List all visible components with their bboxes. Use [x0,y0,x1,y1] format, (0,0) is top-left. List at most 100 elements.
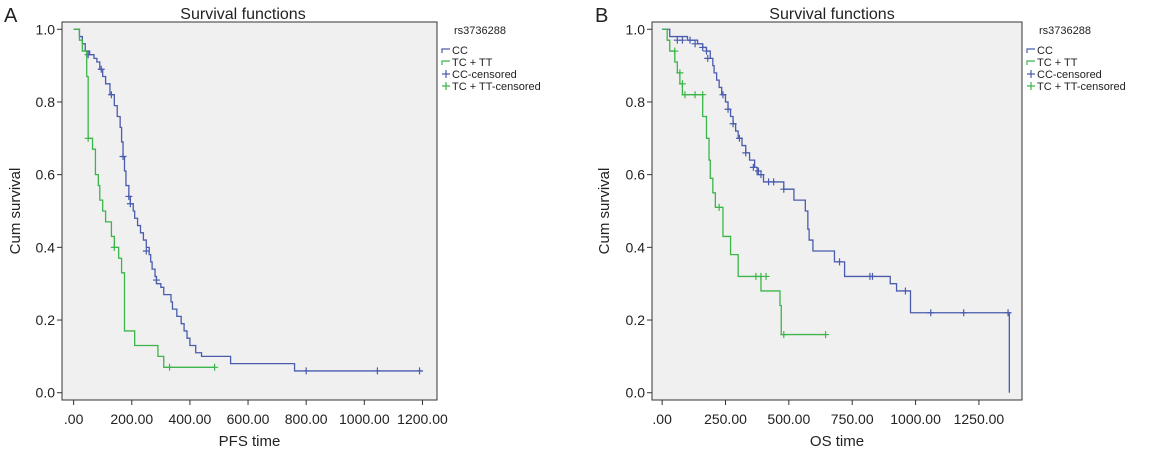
panel-b-y-tick-label: 0.6 [626,167,646,183]
panel-a-y-tick-label: 1.0 [36,21,56,37]
panel-b-legend-entry: CC [1037,45,1053,57]
panel-b-series-cc-censor-mark [691,40,699,48]
panel-b-x-tick-label: 1250.00 [954,411,1005,427]
panel-b-y-tick-label: 0.4 [626,239,646,255]
panel-a-series-cc-censor-mark [126,200,134,208]
panel-a-y-tick-label: 0.4 [36,239,56,255]
panel-b-series-tc-tt-censor-mark [762,272,770,280]
panel-a-legend-entry: CC-censored [452,69,517,81]
panel-b-series-cc-censor-mark [868,272,876,280]
panel-b-series-cc-censor-mark [719,91,727,99]
panel-a-series-tc-tt-censor-mark [110,243,118,251]
panel-a-series-cc-censor-mark [125,192,133,200]
panel-b-legend-swatch [1026,48,1035,53]
panel-b-series-tc-tt-censor-mark [671,47,679,55]
panel-a-y-tick-label: 0.6 [36,167,56,183]
panel-b-legend-swatch [1026,60,1035,65]
panel-a-legend-entry: TC + TT-censored [452,81,541,93]
panel-a-letter: A [4,5,18,27]
panel-a-x-tick-label: 800.00 [285,411,328,427]
panel-b-series-tc-tt-censor-mark [822,331,830,339]
panel-a-series-cc-censor-mark [119,152,127,160]
panel-b-x-tick-label: .00 [652,411,672,427]
panel-a-legend-entry: CC [452,45,468,57]
panel-a-y-tick-label: 0.8 [36,94,56,110]
panel-b-series-tc-tt-censor-mark [678,80,686,88]
panel-b-series-cc-censor-mark [742,149,750,157]
panel-a-x-tick-label: 1200.00 [397,411,448,427]
panel-a-x-axis-label: PFS time [219,433,281,450]
panel-b-series-cc-censor-mark [901,287,909,295]
panel-b-y-axis-label: Cum survival [596,168,613,255]
panel-a-series-cc-censor-mark [142,247,150,255]
panel-b-series-tc-tt-censor-mark [715,203,723,211]
panel-b-y-tick-label: 0.8 [626,94,646,110]
panel-b-x-tick-label: 500.00 [767,411,810,427]
panel-a-legend-title: rs3736288 [454,25,506,37]
panel-a-plot-area [61,21,438,401]
panel-a-y-axis-label: Cum survival [7,168,24,255]
panel-b-legend-entry: TC + TT [1037,57,1078,69]
panel-b-series-cc-censor-mark [960,309,968,317]
panel-b-legend-swatch [1027,70,1035,78]
panel-a-series-cc-censor-mark [416,367,424,375]
panel-b-y-tick-label: 0.0 [626,385,646,401]
panel-b-legend-swatch [1027,82,1035,90]
panel-b-series-cc-censor-mark [780,185,788,193]
panel-b-series-cc-censor-mark [754,167,762,175]
panel-b-series-cc-censor-mark [1004,309,1012,317]
panel-b-legend-entry: TC + TT-censored [1037,81,1126,93]
panel-a-series-tc-tt-censor-mark [84,134,92,142]
panel-a-legend-swatch [441,48,450,53]
panel-b-series-cc-censor-mark [729,120,737,128]
panel-b-title: Survival functions [769,6,894,23]
panel-a-legend-entry: TC + TT [452,57,493,69]
panel-b-series-cc-censor-mark [735,134,743,142]
panel-a-x-tick-label: 200.00 [110,411,153,427]
panel-a-legend-swatch [441,60,450,65]
panel-b-series-cc-censor-mark [724,105,732,113]
panel-a-series-cc-censor-mark [84,51,92,59]
panel-b-y-tick-label: 1.0 [626,21,646,37]
panel-a-x-tick-label: 600.00 [227,411,270,427]
panel-b-series-cc-censor-mark [686,36,694,44]
panel-b-series-cc-censor-mark [699,43,707,51]
panel-a-title: Survival functions [180,6,305,23]
panel-b-series-cc-censor-mark [678,36,686,44]
panel-b-series-cc-censor-mark [757,171,765,179]
panel-b-series-cc-censor-mark [704,54,712,62]
panel-b-plot-area [651,21,1023,401]
panel-b-series-cc-censor-mark [749,163,757,171]
panel-b-series-cc-censor-mark [927,309,935,317]
panel-a-series-tc-tt-censor-mark [166,363,174,371]
panel-a-series-cc-censor-mark [152,276,160,284]
panel-b-series-tc-tt-censor-mark [691,91,699,99]
panel-b-series-cc-censor-mark [702,47,710,55]
panel-a-series-cc-censor-mark [107,91,115,99]
panel-a-legend-swatch [442,82,450,90]
panel-a-x-tick-label: 400.00 [168,411,211,427]
panel-a-series-tc-tt-line [73,28,215,368]
panel-b-series-tc-tt-censor-mark [681,91,689,99]
panel-a-series-cc-censor-mark [373,367,381,375]
panel-b-series-tc-tt-censor-mark [699,91,707,99]
panel-a-series-cc-censor-mark [302,367,310,375]
panel-a-y-tick-label: 0.2 [36,312,56,328]
panel-a-x-tick-label: .00 [64,411,84,427]
panel-a-legend-swatch [442,70,450,78]
panel-b-series-cc-censor-mark [836,258,844,266]
panel-b-series-tc-tt-censor-mark [676,69,684,77]
panel-a-x-tick-label: 1000.00 [339,411,390,427]
panel-b-y-tick-label: 0.2 [626,312,646,328]
panel-b-x-tick-label: 250.00 [704,411,747,427]
panel-a-series-tc-tt-censor-mark [211,363,219,371]
panel-b-x-tick-label: 750.00 [831,411,874,427]
panel-a-series-cc-censor-mark [97,65,105,73]
panel-b-series-cc-censor-mark [770,178,778,186]
panel-a-y-tick-label: 0.0 [36,385,56,401]
panel-b-letter: B [595,5,608,27]
panel-b-legend-title: rs3736288 [1039,25,1091,37]
panel-b-x-axis-label: OS time [810,433,864,450]
